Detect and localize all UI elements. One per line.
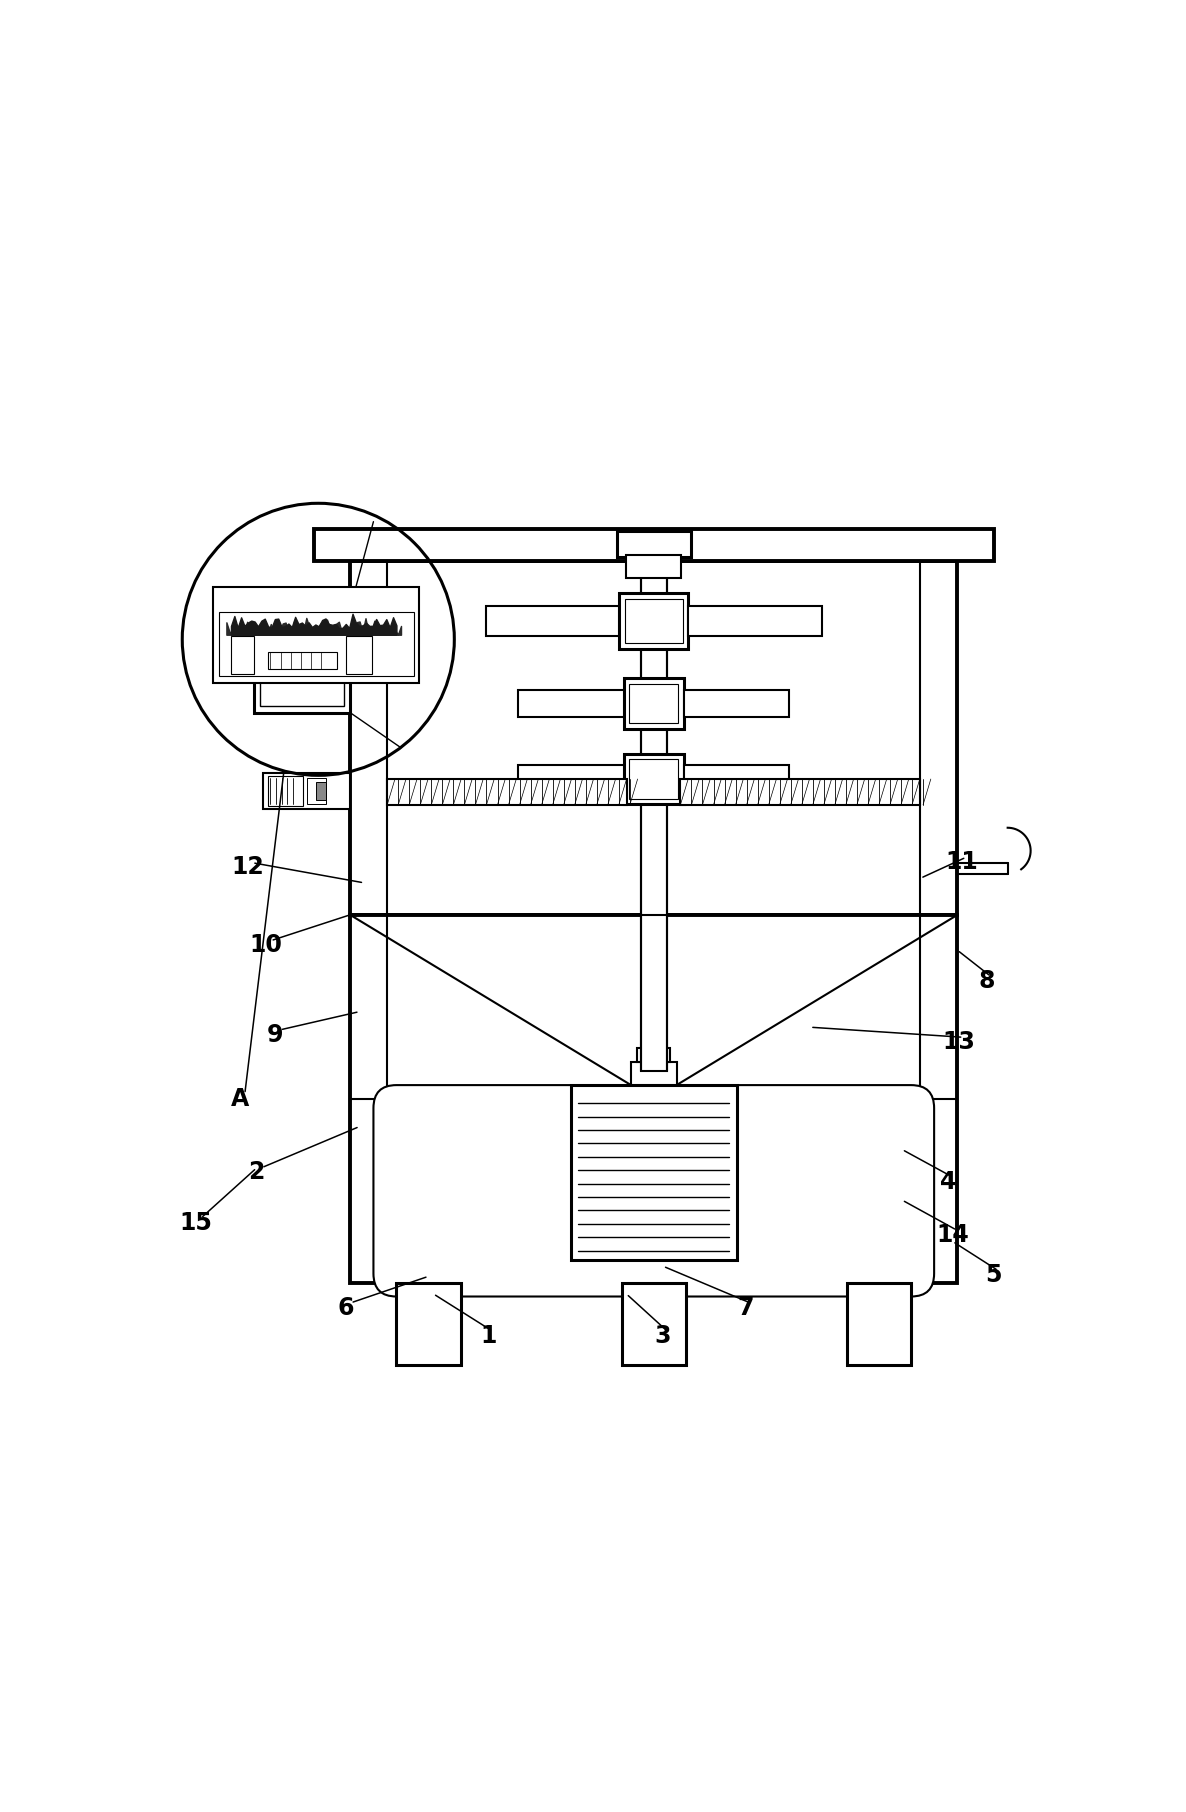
Text: 10: 10	[249, 933, 282, 957]
Bar	[396, 1283, 461, 1366]
Bar	[683, 690, 790, 718]
Bar	[640, 678, 667, 728]
Bar	[317, 781, 326, 801]
Bar	[254, 607, 351, 712]
Text: 8: 8	[978, 969, 995, 993]
Bar	[637, 1049, 670, 1062]
Bar	[268, 776, 302, 806]
Bar	[351, 915, 957, 1283]
Bar	[351, 562, 957, 915]
Bar	[261, 614, 344, 707]
Bar	[268, 652, 337, 669]
Bar	[346, 636, 371, 674]
Text: 4: 4	[939, 1169, 956, 1194]
Bar	[518, 765, 624, 794]
Bar	[572, 1085, 737, 1259]
Text: 14: 14	[936, 1223, 969, 1247]
Bar	[621, 1283, 686, 1366]
Bar	[212, 587, 420, 683]
Text: A: A	[231, 1087, 249, 1111]
Bar	[847, 1283, 911, 1366]
Text: 12: 12	[231, 855, 264, 879]
Bar	[231, 636, 254, 674]
Bar	[219, 612, 414, 676]
Text: 9: 9	[267, 1022, 283, 1047]
Text: 6: 6	[338, 1296, 355, 1319]
Bar	[683, 765, 790, 794]
Bar	[640, 915, 667, 1071]
Text: 13: 13	[943, 1029, 975, 1055]
Bar	[486, 607, 619, 636]
Bar	[630, 683, 678, 723]
Bar	[518, 690, 624, 718]
Bar	[624, 678, 683, 728]
Bar	[263, 772, 351, 810]
Bar	[617, 531, 690, 556]
Bar	[619, 593, 688, 649]
Bar	[387, 779, 627, 805]
Bar	[625, 600, 683, 643]
FancyBboxPatch shape	[374, 1085, 935, 1297]
Text: 5: 5	[986, 1263, 1002, 1287]
Bar	[631, 1062, 677, 1085]
Text: 3: 3	[655, 1325, 671, 1348]
Bar	[626, 554, 682, 578]
Text: 2: 2	[249, 1160, 264, 1185]
Text: 15: 15	[179, 1210, 212, 1236]
Bar	[313, 529, 994, 562]
Bar	[630, 759, 678, 799]
Text: 7: 7	[738, 1296, 754, 1319]
Bar	[681, 779, 920, 805]
Bar	[624, 754, 683, 805]
Bar	[307, 777, 326, 805]
Text: 1: 1	[480, 1325, 497, 1348]
Text: 11: 11	[945, 850, 978, 873]
Bar	[688, 607, 822, 636]
Bar	[640, 593, 667, 649]
Bar	[640, 562, 667, 915]
Bar	[640, 754, 667, 805]
